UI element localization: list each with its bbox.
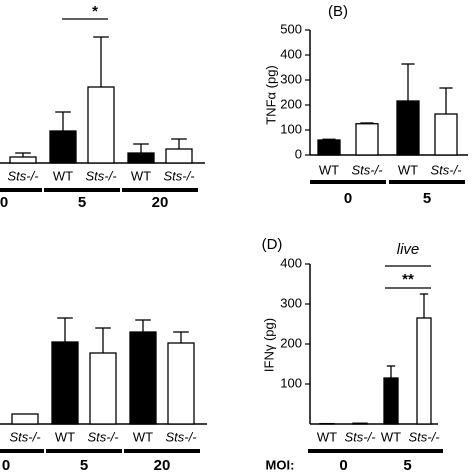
group-underline — [122, 188, 198, 192]
bar-label: WT — [381, 429, 401, 444]
y-tick-label: 300 — [280, 295, 302, 310]
panel-label: (D) — [262, 236, 283, 253]
bar — [167, 342, 195, 425]
bar — [51, 341, 79, 425]
bar-label: Sts-/- — [85, 168, 117, 183]
group-underline — [0, 188, 42, 192]
bar-label: Sts-/- — [351, 162, 383, 177]
group-label: 0 — [344, 190, 352, 207]
bar — [49, 130, 77, 164]
bar — [9, 156, 37, 164]
bar-label: Sts-/- — [163, 168, 195, 183]
y-tick-label: 200 — [280, 96, 302, 111]
bar-label: Sts-/- — [430, 162, 462, 177]
group-label: 5 — [80, 457, 88, 474]
bar — [129, 331, 157, 425]
group-underline — [389, 180, 465, 184]
y-tick-label: 0 — [295, 146, 302, 161]
bar-label: WT — [317, 429, 337, 444]
y-tick-label: 200 — [280, 335, 302, 350]
group-label: 20 — [154, 457, 171, 474]
x-axis-label: MOI: — [266, 457, 295, 472]
bar-label: WT — [131, 168, 151, 183]
bar-label: WT — [133, 429, 153, 444]
bar-label: WT — [319, 162, 339, 177]
group-label: 5 — [403, 457, 411, 474]
panel-label: (B) — [328, 3, 348, 20]
annotation: live — [397, 241, 420, 258]
bar — [11, 413, 39, 425]
bar — [317, 139, 341, 156]
bar-label: WT — [55, 429, 75, 444]
group-label: 5 — [78, 194, 86, 211]
group-underline — [308, 449, 379, 453]
y-tick-label: 500 — [280, 21, 302, 36]
group-label: 5 — [423, 190, 431, 207]
annotation: * — [92, 3, 98, 20]
bar — [89, 352, 117, 425]
group-label: 20 — [152, 194, 169, 211]
group-label: 0 — [0, 194, 8, 211]
bar — [396, 100, 420, 156]
bar-label: Sts-/- — [9, 429, 41, 444]
bar — [127, 152, 155, 164]
bar — [165, 148, 193, 164]
y-tick-label: 300 — [280, 71, 302, 86]
y-tick-label: 400 — [280, 255, 302, 270]
group-underline — [0, 449, 44, 453]
group-underline — [372, 449, 443, 453]
group-underline — [46, 449, 122, 453]
group-label: 0 — [2, 457, 10, 474]
bar — [352, 422, 368, 425]
bar — [355, 123, 379, 156]
bar — [416, 317, 432, 425]
y-axis-label: TNFα (pg) — [263, 65, 278, 125]
y-axis-label: IFNγ (pg) — [261, 318, 276, 372]
group-underline — [124, 449, 200, 453]
bar-label: WT — [398, 162, 418, 177]
group-underline — [44, 188, 120, 192]
bar — [87, 86, 115, 164]
group-label: 0 — [339, 457, 347, 474]
bar-label: WT — [53, 168, 73, 183]
bar-label: Sts-/- — [408, 429, 440, 444]
bar-label: Sts-/- — [87, 429, 119, 444]
annotation: ** — [402, 271, 414, 288]
group-underline — [310, 180, 386, 184]
y-tick-label: 100 — [280, 121, 302, 136]
bar — [383, 377, 399, 425]
bar-label: Sts-/- — [7, 168, 39, 183]
y-tick-label: 100 — [280, 375, 302, 390]
y-tick-label: 400 — [280, 46, 302, 61]
bar — [434, 113, 458, 156]
bar-label: Sts-/- — [344, 429, 376, 444]
bar-label: Sts-/- — [165, 429, 197, 444]
